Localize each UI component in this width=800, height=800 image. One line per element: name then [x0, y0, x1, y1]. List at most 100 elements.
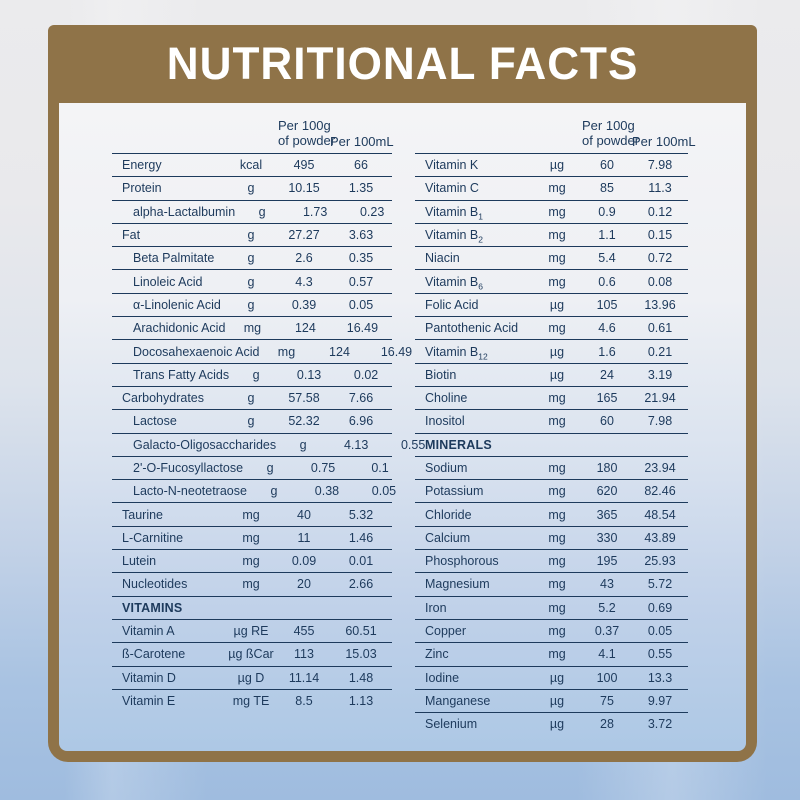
- nutrient-row: Energy kcal 495 66: [112, 153, 392, 176]
- nutrient-row: Zinc mg 4.1 0.55: [415, 642, 688, 665]
- value-per-100g: 0.6: [598, 274, 616, 289]
- column-header-per-100ml: Per 100mL: [632, 134, 696, 149]
- nutrient-row: Inositol mg 60 7.98: [415, 409, 688, 432]
- label-subscript: 6: [478, 281, 483, 292]
- value-per-100g: 0.09: [291, 554, 317, 569]
- nutrient-label: Copper: [425, 624, 466, 639]
- value-per-100g: 4.6: [598, 321, 616, 336]
- value-per-100g: 43: [600, 577, 614, 592]
- value-per-100g: 330: [596, 530, 618, 545]
- nutrient-label: Niacin: [425, 251, 460, 266]
- nutrient-row: alpha-Lactalbumin g 1.73 0.23: [112, 199, 392, 223]
- nutrient-row: Vitamin B1 mg 0.9 0.12: [415, 199, 688, 223]
- nutrient-row: Galacto-Oligosaccharides g 4.13 0.55: [112, 432, 425, 456]
- nutrient-label: Vitamin B1: [425, 204, 483, 222]
- nutrient-row: Iron mg 5.2 0.69: [415, 595, 688, 619]
- nutrient-row: Vitamin E mg TE 8.5 1.13: [112, 688, 392, 712]
- nutrient-row: Manganese µg 75 9.97: [415, 688, 688, 712]
- value-per-100g: 57.58: [288, 391, 320, 406]
- nutrient-unit: µg D: [237, 670, 265, 685]
- value-per-100ml: 7.98: [647, 414, 673, 429]
- nutrient-unit: µg ßCar: [228, 647, 274, 662]
- nutrient-unit: µg RE: [233, 624, 269, 639]
- value-per-100ml: 82.46: [644, 484, 676, 499]
- nutrient-row: Biotin µg 24 3.19: [415, 362, 688, 386]
- nutrient-row: Taurine mg 40 5.32: [112, 502, 392, 525]
- nutrient-unit: mg: [548, 647, 566, 662]
- nutrient-unit: g: [247, 297, 255, 312]
- nutrient-label: α-Linolenic Acid: [133, 297, 221, 312]
- value-per-100ml: 48.54: [644, 507, 676, 522]
- nutrient-row: Selenium µg 28 3.72: [415, 712, 688, 735]
- nutrient-row: Arachidonic Acid mg 124 16.49: [112, 316, 392, 339]
- nutrient-row: Chloride mg 365 48.54: [415, 502, 688, 525]
- nutrient-row: Choline mg 165 21.94: [415, 385, 688, 409]
- nutrient-row: Potassium mg 620 82.46: [415, 479, 688, 502]
- nutrient-row: Phosphorous mg 195 25.93: [415, 549, 688, 572]
- nutrient-row: Iodine µg 100 13.3: [415, 665, 688, 689]
- nutrient-unit: mg: [548, 251, 566, 266]
- nutrient-unit: mg: [548, 624, 566, 639]
- nutrient-unit: g: [252, 367, 260, 382]
- value-per-100ml: 0.23: [359, 204, 385, 219]
- nutrient-unit: mg: [242, 507, 260, 522]
- nutrient-unit: g: [247, 391, 255, 406]
- nutrient-label: Selenium: [425, 717, 478, 732]
- nutrient-label: Iron: [425, 600, 447, 615]
- value-per-100g: 0.13: [296, 367, 322, 382]
- nutrient-label: Chloride: [425, 507, 472, 522]
- nutrient-unit: mg: [548, 204, 566, 219]
- nutrition-panel-frame: NUTRITIONAL FACTS Per 100g of powder Per…: [48, 25, 757, 762]
- nutrient-row: Lactose g 52.32 6.96: [112, 409, 392, 432]
- value-per-100ml: 0.55: [400, 437, 426, 452]
- value-per-100g: 0.37: [594, 624, 620, 639]
- value-per-100g: 20: [297, 577, 311, 592]
- nutrient-unit: mg: [548, 274, 566, 289]
- nutrient-row: Vitamin C mg 85 11.3: [415, 176, 688, 199]
- table-header: Per 100g of powder Per 100mL: [112, 103, 394, 153]
- value-per-100ml: 7.98: [647, 158, 673, 173]
- nutrient-unit: mg: [548, 391, 566, 406]
- nutrient-row: L-Carnitine mg 11 1.46: [112, 525, 392, 549]
- nutrient-unit: mg: [548, 600, 566, 615]
- value-per-100g: 495: [293, 158, 315, 173]
- nutrient-row: Carbohydrates g 57.58 7.66: [112, 385, 392, 409]
- nutrient-label: 2'-O-Fucosyllactose: [133, 461, 244, 475]
- value-per-100g: 11: [297, 530, 311, 545]
- nutrient-unit: g: [266, 461, 274, 475]
- nutrient-label: Arachidonic Acid: [133, 321, 226, 336]
- nutrient-label: Vitamin B2: [425, 228, 483, 245]
- value-per-100ml: 3.19: [647, 367, 673, 382]
- value-per-100g: 8.5: [295, 693, 313, 708]
- value-per-100ml: 1.48: [348, 670, 374, 685]
- value-per-100g: 5.4: [598, 251, 616, 266]
- section-row: VITAMINS: [112, 595, 392, 619]
- nutrient-row: Fat g 27.27 3.63: [112, 222, 392, 246]
- value-per-100ml: 5.72: [647, 577, 673, 592]
- value-per-100ml: 1.46: [348, 530, 374, 545]
- nutrient-row: Sodium mg 180 23.94: [415, 455, 688, 479]
- value-per-100ml: 0.02: [353, 367, 379, 382]
- nutrient-label: Choline: [425, 391, 468, 406]
- value-per-100g: 40: [297, 507, 311, 522]
- nutrient-label: Fat: [122, 228, 141, 243]
- nutrient-unit: mg: [548, 414, 566, 429]
- value-per-100g: 24: [600, 367, 614, 382]
- nutrient-unit: mg: [548, 321, 566, 336]
- value-per-100g: 1.1: [598, 228, 616, 243]
- title-band: NUTRITIONAL FACTS: [48, 25, 757, 103]
- nutrient-label: Phosphorous: [425, 554, 499, 569]
- nutrient-row: Vitamin A µg RE 455 60.51: [112, 618, 392, 642]
- nutrient-unit: mg: [548, 554, 566, 569]
- nutrient-label: Vitamin E: [122, 693, 176, 708]
- nutrient-label: Biotin: [425, 367, 457, 382]
- nutrient-unit: mg: [548, 461, 566, 475]
- value-per-100g: 105: [596, 297, 618, 312]
- nutrient-label: Trans Fatty Acids: [133, 367, 230, 382]
- nutrient-label: alpha-Lactalbumin: [133, 204, 236, 219]
- nutrient-row: ß-Carotene µg ßCar 113 15.03: [112, 642, 392, 665]
- nutrient-unit: g: [299, 437, 307, 452]
- nutrient-label: Vitamin C: [425, 181, 479, 196]
- nutrient-unit: mg: [242, 530, 260, 545]
